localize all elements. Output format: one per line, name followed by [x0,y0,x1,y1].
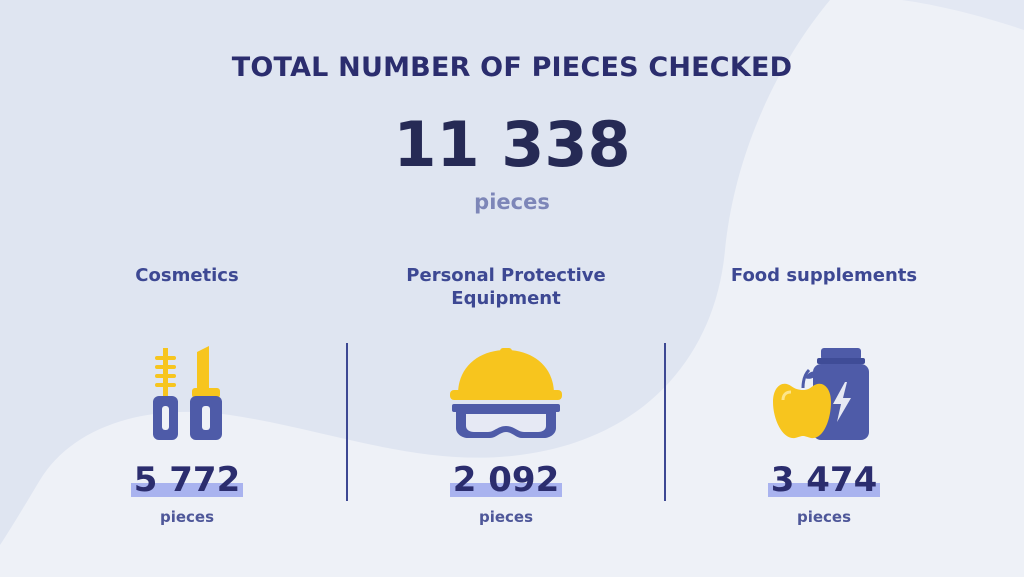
category-food-supplements: Food supplements 3 474 pieces [674,264,974,526]
category-value-wrap: 2 092 [356,460,656,500]
category-label: Personal Protective Equipment [406,265,606,309]
category-ppe: Personal Protective Equipment 2 092 piec… [356,264,656,526]
value-highlight [767,483,881,497]
category-unit: pieces [159,508,215,526]
page-title: TOTAL NUMBER OF PIECES CHECKED [231,52,793,83]
category-unit: pieces [478,508,534,526]
category-value-text: 2 092 [452,460,560,500]
category-cosmetics: Cosmetics 5 772 pieces [37,264,337,526]
category-value: 2 092 [449,460,563,500]
category-value-text: 5 772 [133,460,241,500]
hard-hat-goggles-icon [446,344,566,448]
divider [346,343,348,501]
category-value-wrap: 5 772 [37,460,337,500]
value-highlight [130,483,244,497]
divider [664,343,666,501]
category-label: Cosmetics [135,265,239,286]
category-value-wrap: 3 474 [674,460,974,500]
category-value-text: 3 474 [770,460,878,500]
category-value: 5 772 [130,460,244,500]
category-label: Food supplements [730,265,918,286]
supplement-jar-apple-icon [769,344,879,448]
category-unit: pieces [796,508,852,526]
mascara-lipstick-icon [137,344,237,448]
total-value: 11 338 [389,108,635,181]
total-counter: 11 338 [0,110,1024,180]
value-highlight [449,483,563,497]
category-value: 3 474 [767,460,881,500]
total-unit: pieces [474,190,550,214]
total-value-text: 11 338 [393,108,631,181]
